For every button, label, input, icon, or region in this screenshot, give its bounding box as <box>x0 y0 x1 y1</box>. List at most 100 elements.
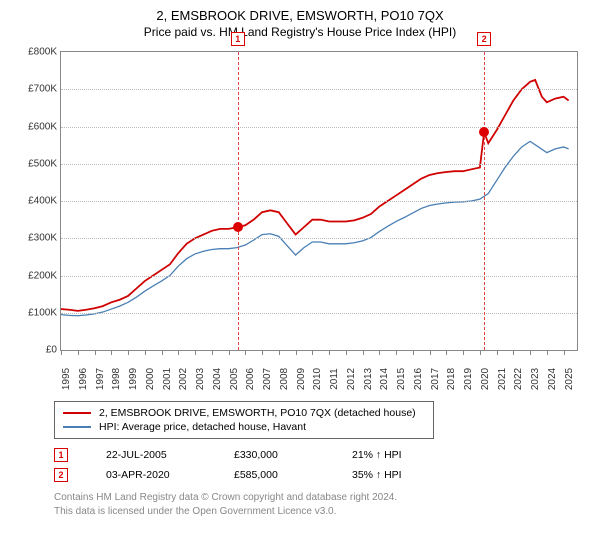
chart-container: 2, EMSBROOK DRIVE, EMSWORTH, PO10 7QX Pr… <box>0 0 600 560</box>
x-axis-label: 2015 <box>396 368 407 390</box>
y-gridline <box>61 127 577 128</box>
x-axis-label: 1995 <box>61 368 72 390</box>
legend-swatch <box>63 412 91 414</box>
x-tick <box>564 350 565 355</box>
x-tick <box>513 350 514 355</box>
legend-swatch <box>63 426 91 428</box>
x-tick <box>329 350 330 355</box>
x-axis-label: 2011 <box>329 368 340 390</box>
x-tick <box>245 350 246 355</box>
x-tick <box>413 350 414 355</box>
y-axis-label: £100K <box>13 307 57 318</box>
x-tick <box>296 350 297 355</box>
y-gridline <box>61 201 577 202</box>
y-axis-label: £700K <box>13 84 57 95</box>
sale-price: £585,000 <box>234 469 314 481</box>
y-gridline <box>61 238 577 239</box>
x-axis-label: 2009 <box>296 368 307 390</box>
x-axis-label: 2000 <box>145 368 156 390</box>
x-tick <box>547 350 548 355</box>
y-axis-label: £400K <box>13 196 57 207</box>
x-axis-label: 2024 <box>547 368 558 390</box>
x-axis-label: 2005 <box>229 368 240 390</box>
x-axis-label: 2023 <box>530 368 541 390</box>
x-tick <box>145 350 146 355</box>
sale-row: 203-APR-2020£585,00035% ↑ HPI <box>54 465 588 485</box>
x-tick <box>212 350 213 355</box>
legend-label: HPI: Average price, detached house, Hava… <box>99 421 306 433</box>
legend: 2, EMSBROOK DRIVE, EMSWORTH, PO10 7QX (d… <box>54 401 434 439</box>
y-gridline <box>61 276 577 277</box>
x-axis-label: 1996 <box>78 368 89 390</box>
x-tick <box>379 350 380 355</box>
marker-guide <box>238 52 239 350</box>
x-tick <box>396 350 397 355</box>
y-axis-label: £0 <box>13 345 57 356</box>
x-tick <box>78 350 79 355</box>
legend-item: 2, EMSBROOK DRIVE, EMSWORTH, PO10 7QX (d… <box>63 406 425 420</box>
x-axis-label: 2017 <box>430 368 441 390</box>
marker-label: 2 <box>477 32 491 46</box>
x-axis-label: 2021 <box>497 368 508 390</box>
y-axis-label: £300K <box>13 233 57 244</box>
x-tick <box>463 350 464 355</box>
x-axis-label: 1997 <box>95 368 106 390</box>
legend-label: 2, EMSBROOK DRIVE, EMSWORTH, PO10 7QX (d… <box>99 407 416 419</box>
sale-marker: 1 <box>54 448 68 462</box>
footnote-line: Contains HM Land Registry data © Crown c… <box>54 491 588 505</box>
marker-dot <box>479 127 489 137</box>
chart-area: £0£100K£200K£300K£400K£500K£600K£700K£80… <box>12 45 588 395</box>
x-tick <box>162 350 163 355</box>
y-axis-label: £500K <box>13 158 57 169</box>
x-axis-label: 2002 <box>178 368 189 390</box>
x-tick <box>195 350 196 355</box>
y-axis-label: £600K <box>13 121 57 132</box>
chart-title: 2, EMSBROOK DRIVE, EMSWORTH, PO10 7QX <box>12 8 588 23</box>
x-tick <box>95 350 96 355</box>
x-tick <box>128 350 129 355</box>
marker-label: 1 <box>231 32 245 46</box>
x-tick <box>446 350 447 355</box>
x-tick <box>279 350 280 355</box>
footnote: Contains HM Land Registry data © Crown c… <box>54 491 588 518</box>
x-axis-label: 2019 <box>463 368 474 390</box>
plot-region: £0£100K£200K£300K£400K£500K£600K£700K£80… <box>60 51 578 351</box>
x-axis-label: 2018 <box>446 368 457 390</box>
sale-date: 03-APR-2020 <box>106 469 196 481</box>
y-gridline <box>61 313 577 314</box>
x-tick <box>262 350 263 355</box>
x-tick <box>363 350 364 355</box>
x-axis-label: 2013 <box>363 368 374 390</box>
x-axis-label: 2010 <box>312 368 323 390</box>
x-tick <box>312 350 313 355</box>
y-gridline <box>61 89 577 90</box>
x-axis-label: 1998 <box>111 368 122 390</box>
sale-price: £330,000 <box>234 449 314 461</box>
marker-guide <box>484 52 485 350</box>
y-axis-label: £800K <box>13 47 57 58</box>
sales-table: 1 22-JUL-2005 £330,000 21% ↑ HPI 2 03-APR-202… <box>54 445 588 485</box>
legend-item: HPI: Average price, detached house, Hava… <box>63 420 425 434</box>
sale-delta: 21% ↑ HPI <box>352 449 402 461</box>
x-axis-label: 1999 <box>128 368 139 390</box>
x-axis-label: 2025 <box>564 368 575 390</box>
x-axis-label: 2012 <box>346 368 357 390</box>
footnote-line: This data is licensed under the Open Gov… <box>54 505 588 519</box>
x-tick <box>430 350 431 355</box>
chart-subtitle: Price paid vs. HM Land Registry's House … <box>12 25 588 39</box>
sale-row: 1 22-JUL-2005 £330,000 21% ↑ HPI <box>54 445 588 465</box>
x-axis-label: 2020 <box>480 368 491 390</box>
x-tick <box>111 350 112 355</box>
x-axis-label: 2004 <box>212 368 223 390</box>
sale-marker: 2 <box>54 468 68 482</box>
x-axis-label: 2006 <box>245 368 256 390</box>
marker-dot <box>233 222 243 232</box>
sale-date: 22-JUL-2005 <box>106 449 196 461</box>
x-tick <box>61 350 62 355</box>
x-axis-label: 2016 <box>413 368 424 390</box>
x-axis-label: 2008 <box>279 368 290 390</box>
x-tick <box>530 350 531 355</box>
x-axis-label: 2001 <box>162 368 173 390</box>
x-axis-label: 2014 <box>379 368 390 390</box>
x-tick <box>346 350 347 355</box>
